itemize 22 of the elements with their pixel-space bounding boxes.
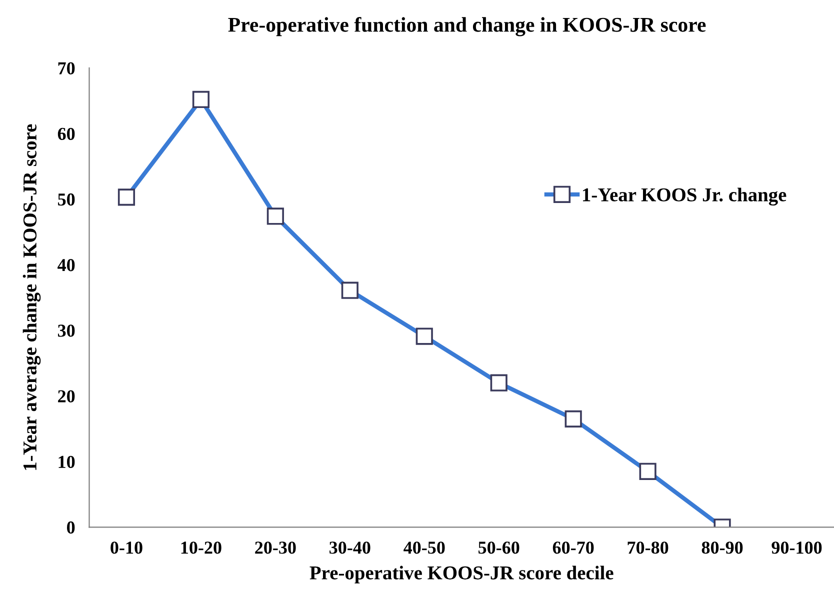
x-tick-label: 70-80 [628,542,668,554]
y-tick-label: 10 [58,456,75,468]
x-tick-label: 0-10 [110,542,142,554]
chart-title: Pre-operative function and change in KOOS-JR score [228,16,706,36]
y-tick-label: 20 [58,390,75,402]
y-tick-label: 50 [58,193,75,206]
x-tick-label: 10-20 [181,542,222,554]
y-axis-title: 1-Year average change in KOOS-JR score [22,124,41,470]
x-tick-label: 40-50 [404,542,445,554]
y-tick-label: 30 [58,324,75,337]
x-tick-label: 50-60 [478,542,520,554]
legend-label: 1-Year KOOS Jr. change [583,188,786,206]
x-tick-label: 20-30 [255,542,296,554]
x-tick-label: 80-90 [702,542,743,554]
y-tick-label: 60 [58,128,75,140]
x-tick-label: 90-100 [772,542,822,554]
x-tick-label: 60-70 [552,542,594,554]
y-tick-label: 0 [67,521,75,534]
y-tick-label: 40 [58,259,75,272]
x-tick-label: 30-40 [330,542,370,554]
x-axis-title: Pre-operative KOOS-JR score decile [310,566,614,584]
y-tick-label: 70 [58,62,75,74]
